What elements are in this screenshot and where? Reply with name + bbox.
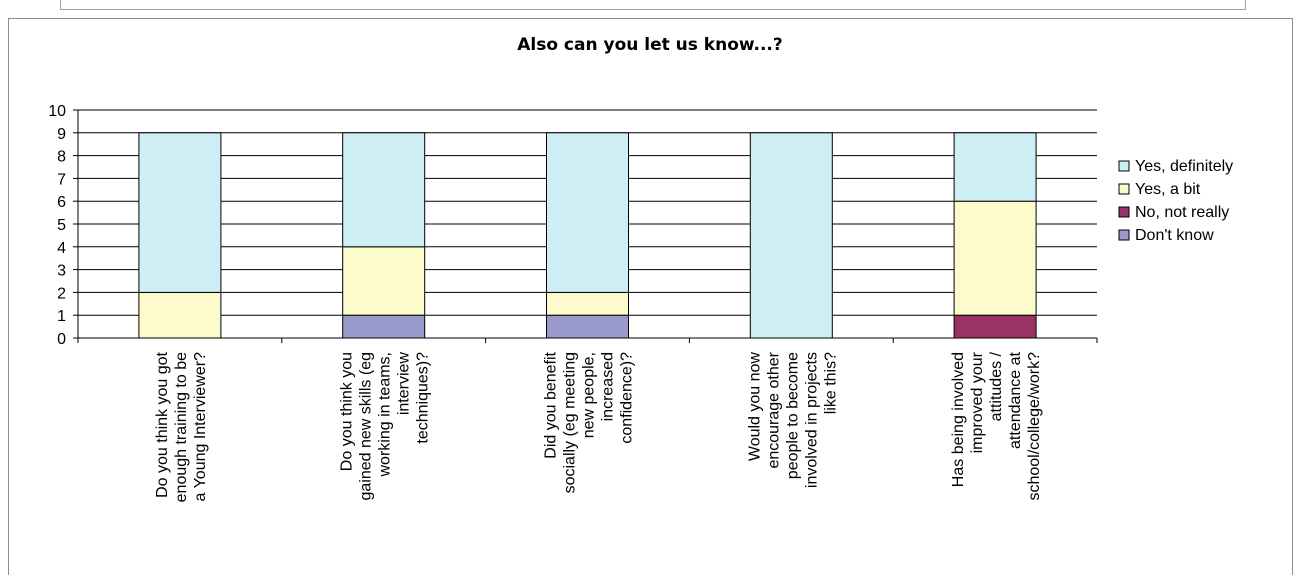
legend-swatch: [1118, 160, 1130, 172]
category-label-line: Do you think you: [339, 352, 356, 471]
category-label-line: Do you think you got: [154, 351, 171, 497]
legend-swatch: [1118, 229, 1130, 241]
y-tick-label: 0: [57, 331, 66, 348]
legend-swatch: [1118, 206, 1130, 218]
category-label-line: Did you benefit: [543, 351, 560, 458]
y-tick-label: 8: [57, 149, 66, 166]
category-label-line: techniques)?: [415, 352, 432, 444]
category-labels: Do you think you got enough training to b…: [154, 351, 1043, 502]
category-label-line: working in teams,: [377, 352, 394, 478]
bar-segment: [138, 291, 222, 339]
bar-segment: [953, 314, 1037, 339]
category-label-line: people to become: [784, 352, 801, 479]
legend-label: Yes, definitely: [1135, 158, 1233, 175]
bar-segment: [749, 132, 833, 339]
legend-swatch: [1118, 183, 1130, 195]
bar-segment: [546, 314, 629, 339]
category-label-line: attendance at: [1007, 351, 1024, 449]
category-label: Would you now encourage other people to be…: [746, 351, 839, 488]
legend: Yes, definitely Yes, a bit No, not really D…: [1118, 158, 1233, 244]
bar-segment: [342, 246, 426, 316]
category-label-line: improved your: [969, 351, 986, 453]
legend-label: Don't know: [1135, 227, 1214, 244]
category-label-line: school/college/work?: [1026, 352, 1043, 501]
legend-label: Yes, a bit: [1135, 181, 1201, 198]
category-label-line: attitudes /: [988, 351, 1005, 421]
category-label-line: socially (eg meeting: [562, 352, 579, 493]
y-tick-label: 10: [48, 103, 66, 120]
category-label-line: interview: [396, 352, 413, 416]
y-tick-labels: 0 1 2 3 4 5 6 7 8 9 10: [48, 103, 66, 348]
category-label: Do you think you gained new skills (eg wor…: [339, 352, 432, 501]
bar-segment: [342, 314, 426, 339]
y-tick-label: 3: [57, 263, 66, 280]
category-label-line: enough training to be: [173, 352, 190, 502]
category-label-line: involved in projects: [803, 352, 820, 488]
bar-segment: [546, 132, 629, 293]
y-tick-label: 2: [57, 285, 66, 302]
bar-segment: [138, 132, 222, 293]
chart-title: Also can you let us know...?: [517, 35, 783, 55]
category-label: Has being involved improved your attitudes…: [950, 351, 1043, 500]
y-tick-label: 1: [57, 308, 66, 325]
y-tick-label: 7: [57, 171, 66, 188]
bar-segment: [953, 132, 1037, 202]
category-label-line: confidence)?: [619, 352, 636, 444]
category-label-line: a Young Interviewer?: [192, 352, 209, 502]
bar-segment: [342, 132, 426, 248]
category-label-line: like this?: [822, 352, 839, 414]
category-label-line: encourage other: [765, 351, 782, 468]
y-tick-label: 6: [57, 194, 66, 211]
y-tick-label: 9: [57, 126, 66, 143]
category-label-line: Has being involved: [950, 352, 967, 487]
category-label-line: Would you now: [746, 352, 763, 462]
axes: [73, 109, 1098, 343]
category-label-line: new people,: [581, 352, 598, 438]
chart-frame: [8, 18, 1293, 575]
bar-segment: [953, 200, 1037, 316]
category-label-line: increased: [600, 352, 617, 421]
y-tick-label: 5: [57, 217, 66, 234]
category-label: Do you think you got enough training to b…: [154, 351, 209, 502]
window-top-strip: [60, 0, 1246, 10]
bar-segment: [546, 291, 629, 316]
bars: [138, 132, 1037, 339]
legend-label: No, not really: [1135, 204, 1229, 221]
category-label-line: gained new skills (eg: [358, 352, 375, 501]
category-label: Did you benefit socially (eg meeting new p…: [543, 351, 636, 493]
y-tick-label: 4: [57, 240, 66, 257]
